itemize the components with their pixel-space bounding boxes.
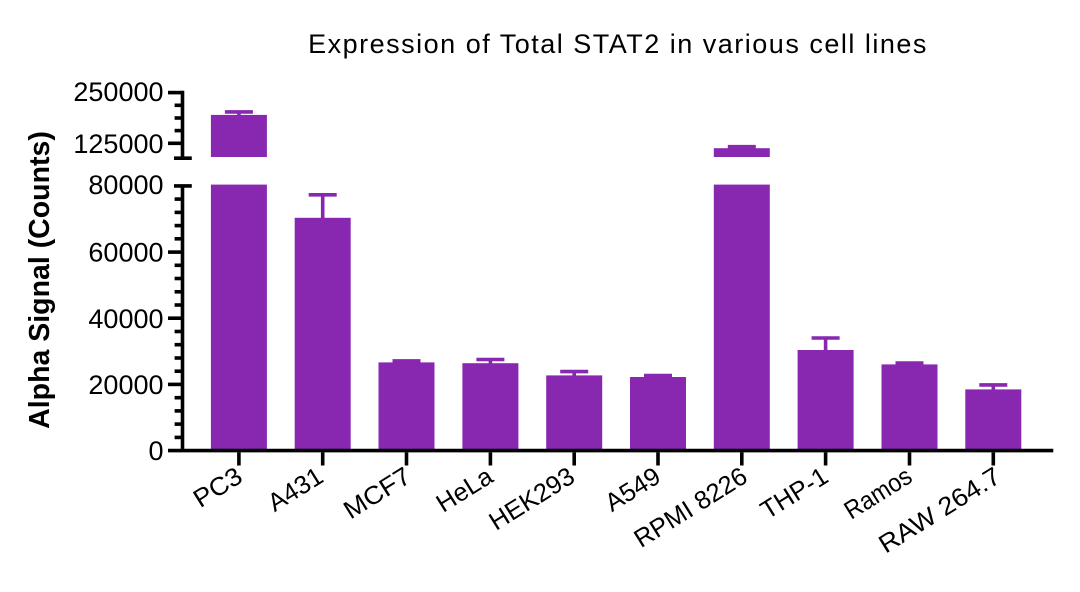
svg-text:125000: 125000 [73,129,163,159]
svg-text:60000: 60000 [88,238,163,268]
svg-text:40000: 40000 [88,304,163,334]
svg-text:80000: 80000 [88,170,163,200]
svg-text:250000: 250000 [73,77,163,107]
svg-text:Alpha Signal (Counts): Alpha Signal (Counts) [24,131,56,429]
svg-text:Expression of Total STAT2 in v: Expression of Total STAT2 in various cel… [308,29,928,59]
svg-text:20000: 20000 [88,370,163,400]
svg-text:0: 0 [148,436,163,466]
